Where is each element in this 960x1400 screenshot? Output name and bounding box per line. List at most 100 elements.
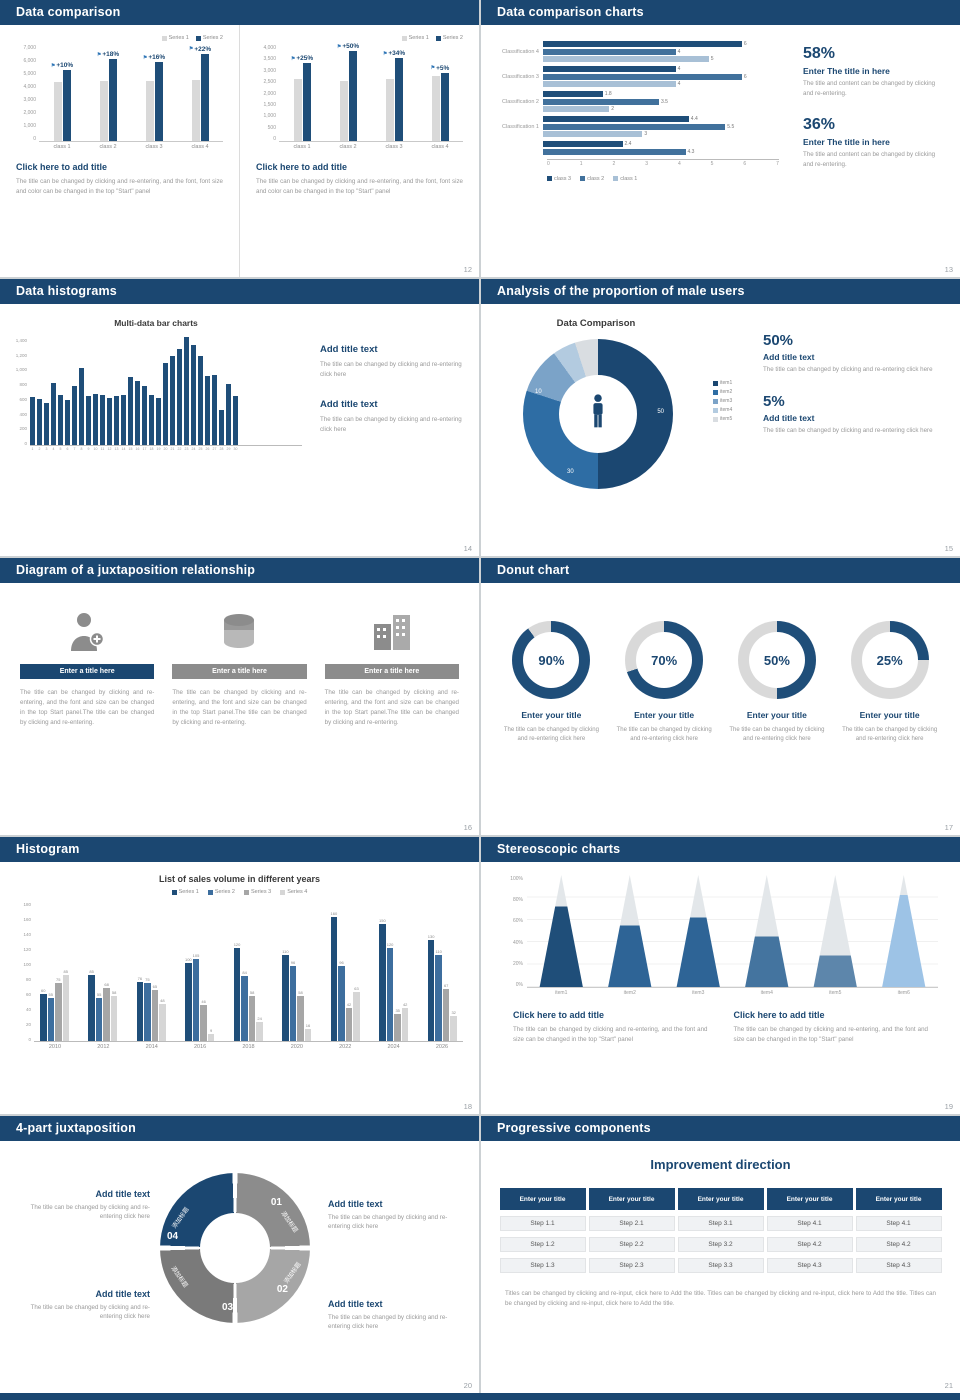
y-tick-label: 0	[24, 440, 27, 446]
x-category-label: item6	[897, 990, 910, 996]
bar-column: 24	[256, 1016, 263, 1041]
bar-row: 4.4	[543, 116, 734, 122]
step-column: Enter your title Step 3.1 Step 3.2 Step 3.3	[677, 1188, 764, 1273]
step-column: Enter your title Step 1.1 Step 1.2 Step 1.3	[499, 1188, 586, 1273]
y-tick-label: 80%	[512, 897, 523, 904]
histogram-chart: Multi-data bar charts 1,400 1,200 1,000 800…	[10, 318, 302, 454]
flag-icon: ⚑	[96, 51, 102, 58]
bar-group: 120 84 58 24	[234, 942, 263, 1041]
bar	[55, 982, 62, 1041]
bar	[198, 356, 203, 445]
value-label: 2.4	[624, 141, 632, 147]
slide-title: Diagram of a juxtaposition relationship	[16, 563, 256, 577]
pct-value: +25%	[296, 55, 314, 62]
stat-block: 58% Enter The title in here The title an…	[803, 45, 942, 98]
value-label: 42	[346, 1002, 352, 1008]
slide-juxtaposition-diagram[interactable]: Diagram of a juxtaposition relationship …	[0, 558, 479, 835]
slide-male-users-proportion[interactable]: Analysis of the proportion of male users…	[481, 279, 960, 556]
pct-value: +10%	[56, 62, 74, 70]
chart-legend: class 3 class 2 class 1	[547, 176, 789, 182]
y-axis-labels: 180 160 140 120 100 80 60 40 20 0	[16, 902, 34, 1042]
x-tick-label: 3	[45, 447, 48, 451]
bar	[353, 992, 360, 1041]
hbar-group: Classification 2 1.8 3.5 2	[487, 91, 789, 112]
x-tick-label: 18	[149, 447, 154, 451]
bar	[191, 344, 196, 445]
bar	[345, 1008, 353, 1041]
slide-stereoscopic-charts[interactable]: Stereoscopic charts 100% 80% 60% 40% 20% 0% i…	[481, 837, 960, 1114]
bar-column: 65	[151, 984, 159, 1041]
bar-column: 96	[338, 960, 345, 1041]
bar	[156, 397, 161, 445]
bar	[37, 398, 42, 445]
value-label: 96	[290, 960, 296, 966]
value-label: 85	[89, 968, 94, 974]
series2-bar	[440, 72, 449, 141]
value-label: 46	[201, 999, 206, 1005]
bar-group: 110 96 58 16	[282, 949, 312, 1041]
text-block: Add title text The title can be changed …	[14, 1289, 150, 1322]
legend-label: item5	[720, 416, 733, 422]
x-category-label: class 3	[145, 144, 163, 150]
x-category-label: 2016	[194, 1044, 207, 1050]
bar-column: 130	[427, 933, 435, 1041]
value-label: 100	[184, 957, 192, 963]
bar-column: 120	[234, 942, 240, 1041]
bar-groups: 60 55 75 85 85 55 68 58 76 75 65 48 100 105 46 9 120 84 58…	[34, 902, 463, 1042]
slide-content: Series 1 Series 2 7,000 6,000 5,000 4,000 3,00…	[0, 25, 479, 277]
x-axis-labels: item1 item2 item3 item4 item5 item6	[527, 988, 938, 996]
slide-data-comparison[interactable]: Data comparison Series 1 Series 2 7,000 6,0…	[0, 0, 479, 277]
legend-label: Series 2	[442, 35, 463, 41]
series1-bar	[53, 82, 62, 141]
x-tick-label: 30	[233, 447, 238, 451]
bar-column: 84	[241, 970, 248, 1041]
slide-data-comparison-charts[interactable]: Data comparison charts Classification 4 6…	[481, 0, 960, 277]
value-label: 130	[427, 933, 435, 939]
x-tick-label: 21	[170, 447, 175, 451]
legend-item: item5	[713, 416, 732, 422]
legend-label: Series 1	[408, 35, 429, 41]
page-number: 14	[463, 544, 472, 553]
bar	[401, 1008, 409, 1041]
bar-row: 6	[543, 73, 747, 80]
plot-area: 60 55 75 85 85 55 68 58 76 75 65 48 100 105 46 9 120 84 58…	[34, 902, 463, 1050]
slide-data-histograms[interactable]: Data histograms Multi-data bar charts 1,…	[0, 279, 479, 556]
x-tick-label: 1	[579, 160, 583, 167]
bar-column: 75	[144, 977, 151, 1041]
slide-title: Data comparison charts	[497, 5, 644, 19]
legend-item: class 2	[580, 176, 604, 182]
x-tick-label: 5	[59, 447, 62, 451]
x-tick-label: 15	[128, 447, 133, 451]
slide-4-part-juxtaposition[interactable]: 4-part juxtaposition 01 02 03 04 添加标题 添加…	[0, 1116, 479, 1393]
legend-item: class 3	[547, 176, 571, 182]
slide-donut-chart[interactable]: Donut chart 90% Enter your title The title…	[481, 558, 960, 835]
slide-histogram[interactable]: Histogram List of sales volume in differ…	[0, 837, 479, 1114]
item-body: The title can be changed by clicking and…	[20, 689, 155, 726]
donut-chart-panel: Data Comparison 50	[501, 318, 763, 489]
x-tick-label: 6	[743, 160, 747, 167]
stat-block: 50% Add title text The title can be chan…	[763, 332, 948, 375]
cone-chart: 100% 80% 60% 40% 20% 0%	[503, 875, 938, 988]
bar-column: 42	[401, 1002, 409, 1041]
x-tick-label: 20	[163, 447, 168, 451]
x-category-label: 2014	[145, 1044, 158, 1050]
value-label: 4.4	[690, 116, 698, 122]
donut-body: The title can be changed by clicking and…	[616, 727, 712, 743]
slide-progressive-components[interactable]: Progressive components Improvement direc…	[481, 1116, 960, 1393]
y-tick-label: 2,000	[263, 90, 276, 97]
slide-title: Data comparison	[16, 5, 121, 19]
panel-subtitle: Click here to add title	[256, 162, 348, 172]
y-tick-label: 60%	[512, 918, 523, 925]
y-tick-label: 80	[25, 977, 31, 982]
pct-value: +50%	[342, 43, 360, 50]
bar	[65, 400, 70, 445]
value-label: 4	[677, 48, 681, 55]
block-body: The title can be changed by clicking and…	[328, 1214, 448, 1231]
slide-title-bar: Progressive components	[481, 1116, 960, 1141]
y-tick-label: 60	[25, 992, 31, 997]
x-category-label: item4	[760, 990, 773, 996]
bar	[226, 384, 231, 445]
value-label: 76	[137, 975, 143, 981]
legend-swatch	[280, 889, 286, 895]
